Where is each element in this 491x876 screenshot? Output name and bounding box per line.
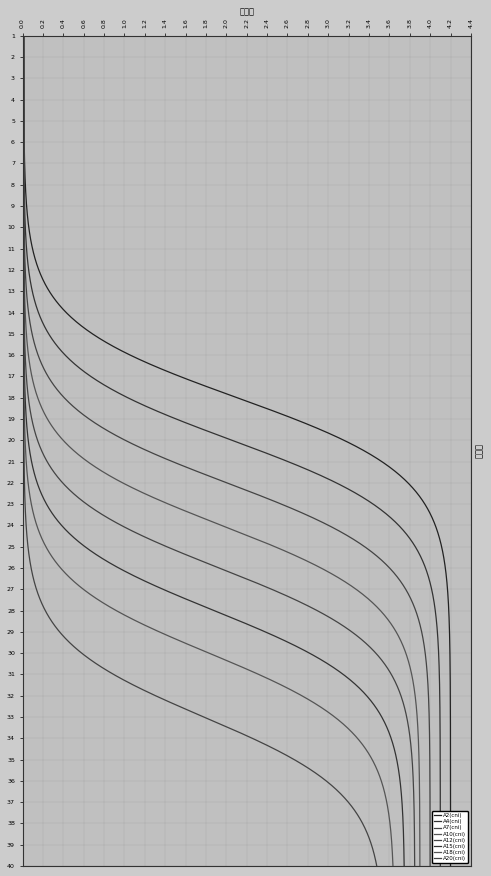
A4(cni) [81, 366, 87, 377]
A12(cni) [21, 116, 27, 126]
A15(cni) [21, 31, 27, 41]
A18(cni) [105, 601, 111, 611]
A20(cni) [21, 366, 27, 377]
A2(cni) [446, 601, 452, 611]
Line: A4(cni): A4(cni) [24, 36, 440, 866]
A10(cni) [21, 31, 27, 41]
A10(cni) [36, 396, 42, 406]
A18(cni) [21, 31, 27, 41]
A2(cni) [21, 31, 27, 41]
A4(cni) [437, 693, 443, 703]
A15(cni) [21, 116, 27, 126]
Line: A15(cni): A15(cni) [24, 36, 404, 866]
A2(cni) [447, 693, 453, 703]
A15(cni) [401, 861, 407, 872]
A12(cni) [399, 693, 405, 703]
A20(cni) [374, 861, 380, 872]
A2(cni) [164, 366, 170, 377]
A4(cni) [437, 861, 443, 872]
A2(cni) [21, 116, 27, 126]
Y-axis label: 循环数: 循环数 [475, 443, 484, 458]
A20(cni) [21, 396, 27, 406]
A7(cni) [425, 678, 431, 689]
A4(cni) [436, 678, 442, 689]
A20(cni) [40, 601, 46, 611]
A12(cni) [393, 678, 399, 689]
A4(cni) [133, 396, 138, 406]
A15(cni) [200, 601, 206, 611]
A2(cni) [448, 861, 454, 872]
A2(cni) [245, 396, 250, 406]
A15(cni) [23, 396, 28, 406]
A15(cni) [22, 366, 27, 377]
A15(cni) [366, 693, 372, 703]
A12(cni) [21, 31, 27, 41]
Line: A7(cni): A7(cni) [24, 36, 430, 866]
A10(cni) [417, 861, 423, 872]
A18(cni) [303, 693, 309, 703]
A7(cni) [427, 861, 433, 872]
A18(cni) [390, 861, 396, 872]
Line: A18(cni): A18(cni) [24, 36, 393, 866]
Line: A10(cni): A10(cni) [24, 36, 420, 866]
A20(cni) [21, 116, 27, 126]
A20(cni) [158, 693, 164, 703]
Line: A20(cni): A20(cni) [24, 36, 377, 866]
A7(cni) [42, 366, 48, 377]
A18(cni) [21, 116, 27, 126]
A10(cni) [410, 678, 416, 689]
A2(cni) [447, 678, 453, 689]
A7(cni) [411, 601, 417, 611]
Legend: A2(cni), A4(cni), A7(cni), A10(cni), A12(cni), A15(cni), A18(cni), A20(cni): A2(cni), A4(cni), A7(cni), A10(cni), A12… [432, 811, 468, 863]
A10(cni) [21, 116, 27, 126]
Line: A2(cni): A2(cni) [24, 36, 451, 866]
A10(cni) [412, 693, 418, 703]
A18(cni) [21, 366, 27, 377]
A20(cni) [127, 678, 133, 689]
A12(cni) [305, 601, 311, 611]
A4(cni) [21, 116, 27, 126]
A7(cni) [426, 693, 432, 703]
A10(cni) [28, 366, 34, 377]
A12(cni) [412, 861, 418, 872]
Line: A12(cni): A12(cni) [24, 36, 415, 866]
A4(cni) [21, 31, 27, 41]
A15(cni) [351, 678, 357, 689]
A4(cni) [432, 601, 437, 611]
A7(cni) [21, 31, 27, 41]
A20(cni) [21, 31, 27, 41]
A18(cni) [21, 396, 27, 406]
A7(cni) [65, 396, 71, 406]
A7(cni) [21, 116, 27, 126]
A12(cni) [26, 396, 32, 406]
A18(cni) [274, 678, 280, 689]
X-axis label: 荧光值: 荧光值 [239, 7, 254, 16]
A12(cni) [23, 366, 29, 377]
A10(cni) [373, 601, 379, 611]
